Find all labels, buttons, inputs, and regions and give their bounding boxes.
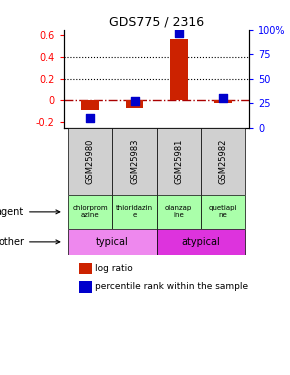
Title: GDS775 / 2316: GDS775 / 2316 [109,16,204,29]
Text: chlorprom
azine: chlorprom azine [72,206,108,218]
Text: GSM25982: GSM25982 [218,139,227,184]
Point [88,115,93,121]
Text: thioridazin
e: thioridazin e [116,206,153,218]
Text: GSM25983: GSM25983 [130,138,139,184]
Bar [170,39,188,101]
Bar [113,128,157,195]
Text: typical: typical [96,237,129,247]
Bar [81,100,99,110]
Bar [79,281,92,292]
Bar [214,100,232,103]
Bar [157,229,245,255]
Bar [157,128,201,195]
Point [221,95,225,101]
Point [176,30,181,36]
Bar [113,195,157,229]
Bar [68,195,112,229]
Text: GSM25980: GSM25980 [86,139,95,184]
Bar [68,229,157,255]
Text: olanzap
ine: olanzap ine [165,206,192,218]
Text: other: other [0,237,60,247]
Text: log ratio: log ratio [95,264,133,273]
Point [132,98,137,104]
Bar [201,195,245,229]
Bar [201,128,245,195]
Text: agent: agent [0,207,60,217]
Text: GSM25981: GSM25981 [174,139,183,184]
Bar [68,128,112,195]
Text: atypical: atypical [182,237,220,247]
Bar [126,100,143,108]
Text: percentile rank within the sample: percentile rank within the sample [95,282,249,291]
Bar [79,262,92,274]
Text: quetiapi
ne: quetiapi ne [209,206,237,218]
Bar [157,195,201,229]
